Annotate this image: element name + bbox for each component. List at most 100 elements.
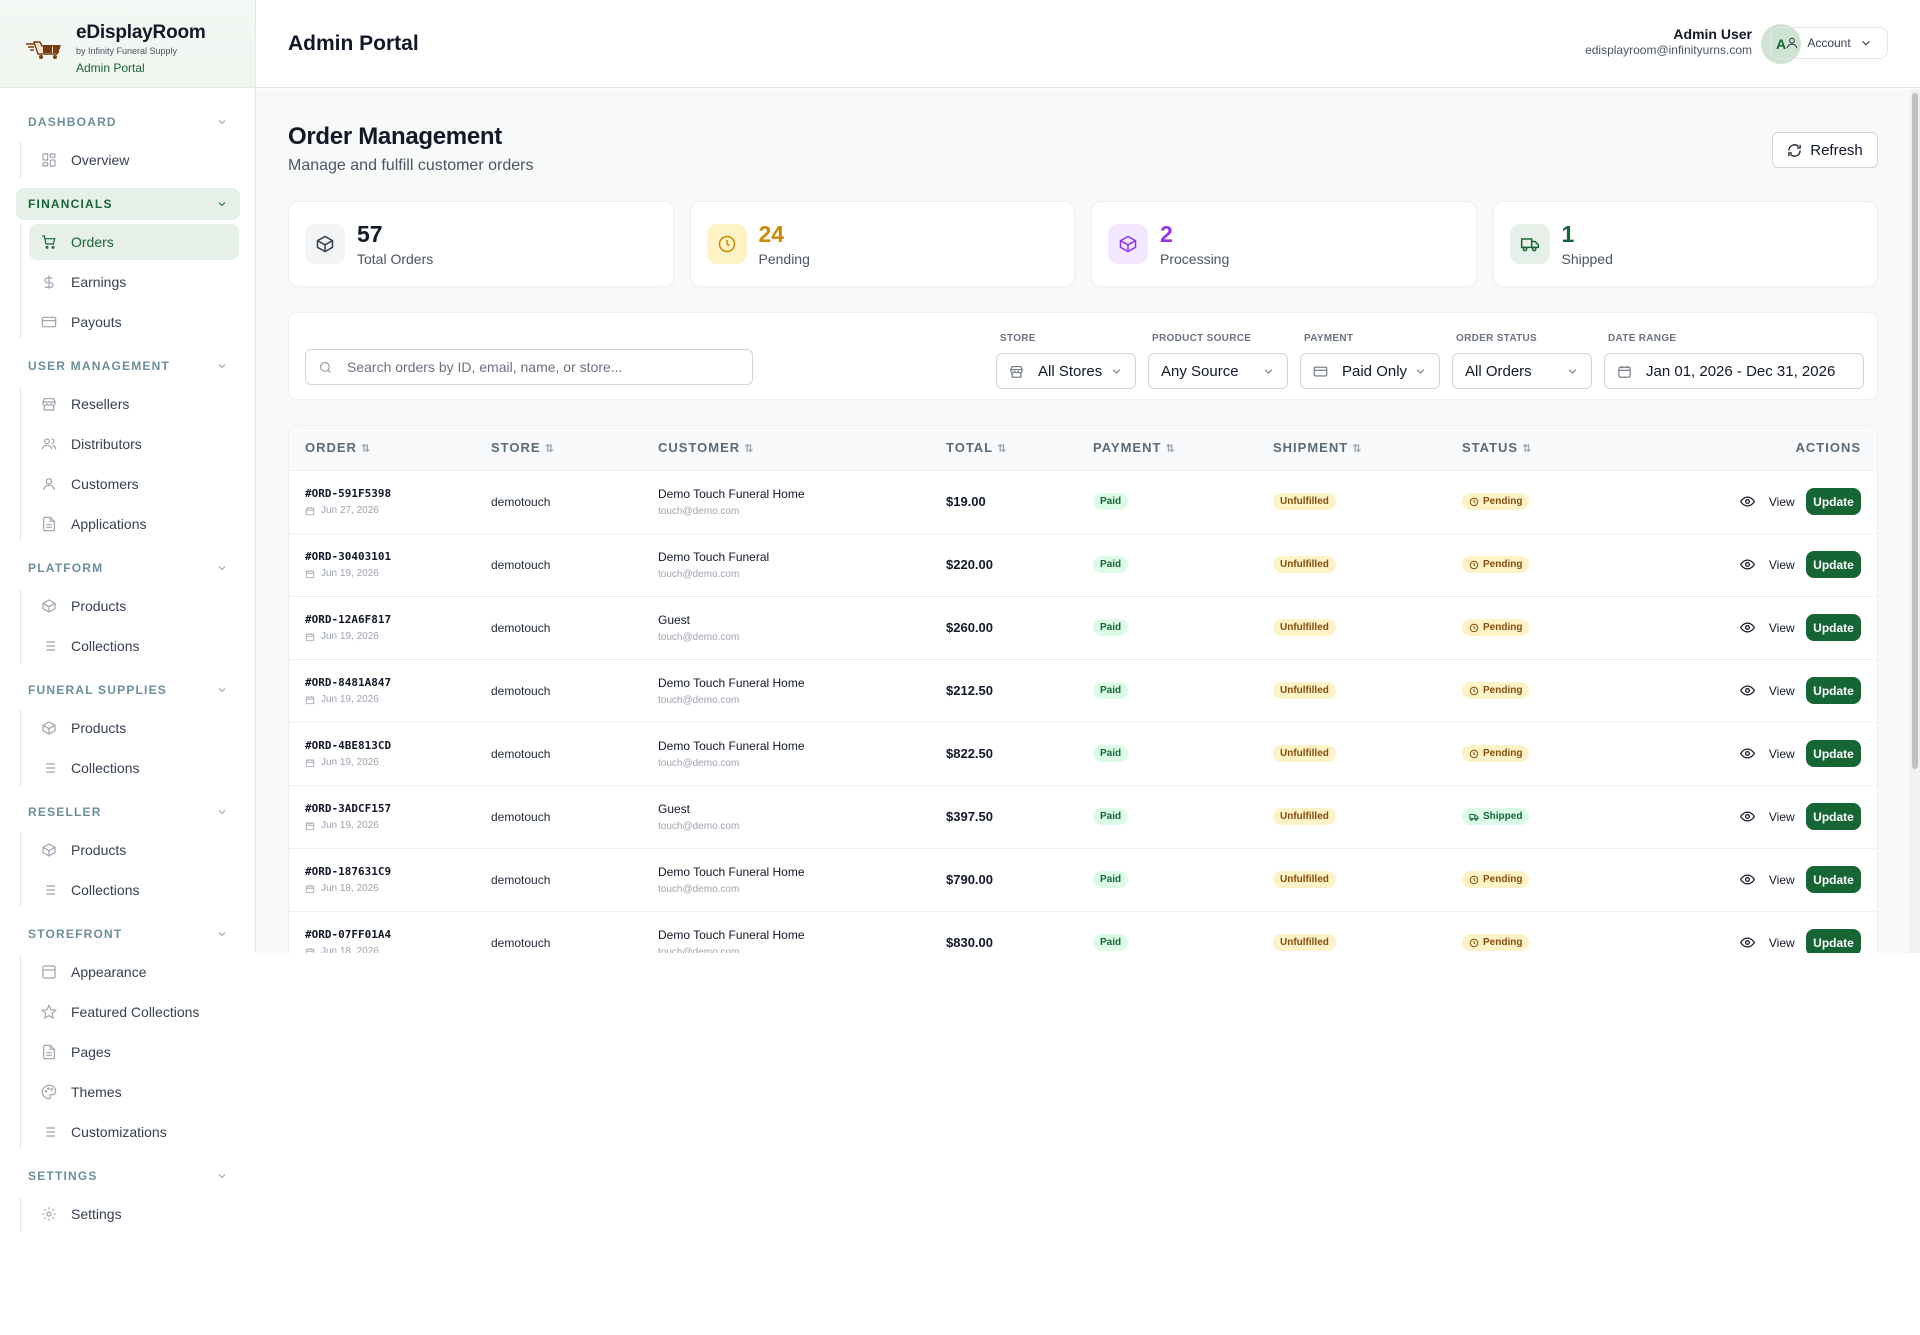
sidebar-item-platform-collections[interactable]: Collections [29, 628, 239, 664]
sidebar-item-platform-products[interactable]: Products [29, 588, 239, 624]
table-row[interactable]: #ORD-30403101 Jun 19, 2026 demotouch Dem… [289, 533, 1877, 596]
table-row[interactable]: #ORD-07FF01A4 Jun 18, 2026 demotouch Dem… [289, 911, 1877, 953]
calendar-icon [305, 569, 315, 578]
order-date: Jun 19, 2026 [305, 568, 475, 579]
brand-name: eDisplayRoom [76, 22, 206, 43]
sidebar-item-reseller-collections[interactable]: Collections [29, 872, 239, 908]
order-id[interactable]: #ORD-8481A847 [305, 676, 392, 689]
sidebar-item-appearance[interactable]: Appearance [29, 954, 239, 990]
sidebar-item-pages[interactable]: Pages [29, 1034, 239, 1070]
box-icon [42, 843, 56, 857]
shipment-cell: Unfulfilled [1257, 533, 1446, 596]
view-button[interactable]: View [1739, 683, 1795, 698]
avatar[interactable]: A [1761, 24, 1801, 64]
table-row[interactable]: #ORD-8481A847 Jun 19, 2026 demotouch Dem… [289, 659, 1877, 722]
sidebar-item-earnings[interactable]: Earnings [29, 264, 239, 300]
table-row[interactable]: #ORD-591F5398 Jun 27, 2026 demotouch Dem… [289, 470, 1877, 533]
update-button[interactable]: Update [1806, 740, 1861, 767]
view-button[interactable]: View [1739, 620, 1795, 635]
update-button[interactable]: Update [1806, 614, 1861, 641]
update-button[interactable]: Update [1806, 488, 1861, 515]
section-financials[interactable]: FINANCIALS [16, 188, 240, 220]
section-funeral-supplies[interactable]: FUNERAL SUPPLIES [16, 674, 240, 706]
col-status[interactable]: STATUS ⇅ [1446, 426, 1600, 470]
sort-icon: ⇅ [997, 443, 1007, 456]
section-dashboard[interactable]: DASHBOARD [16, 106, 240, 138]
update-button[interactable]: Update [1806, 803, 1861, 830]
sidebar-item-featured-collections[interactable]: Featured Collections [29, 994, 239, 1030]
view-button[interactable]: View [1739, 935, 1795, 950]
view-button[interactable]: View [1739, 494, 1795, 509]
update-button[interactable]: Update [1806, 866, 1861, 893]
sidebar-item-funeral-products[interactable]: Products [29, 710, 239, 746]
order-id[interactable]: #ORD-12A6F817 [305, 613, 392, 626]
col-order[interactable]: ORDER ⇅ [289, 426, 475, 470]
update-button[interactable]: Update [1806, 677, 1861, 704]
view-button[interactable]: View [1739, 809, 1795, 824]
scrollbar[interactable] [1910, 89, 1920, 953]
user-info: Admin User edisplayroom@infinityurns.com [1585, 26, 1752, 57]
table-row[interactable]: #ORD-4BE813CD Jun 19, 2026 demotouch Dem… [289, 722, 1877, 785]
source-select[interactable]: Any Source [1148, 353, 1288, 389]
update-button[interactable]: Update [1806, 551, 1861, 578]
section-platform[interactable]: PLATFORM [16, 552, 240, 584]
box-icon [42, 721, 56, 735]
view-button[interactable]: View [1739, 557, 1795, 572]
table-row[interactable]: #ORD-3ADCF157 Jun 19, 2026 demotouch Gue… [289, 785, 1877, 848]
col-total[interactable]: TOTAL ⇅ [930, 426, 1077, 470]
col-payment[interactable]: PAYMENT ⇅ [1077, 426, 1257, 470]
payment-badge: Paid [1093, 808, 1129, 825]
order-id[interactable]: #ORD-07FF01A4 [305, 928, 392, 941]
section-user-management[interactable]: USER MANAGEMENT [16, 350, 240, 382]
calendar-icon [305, 632, 315, 641]
order-cell: #ORD-187631C9 Jun 18, 2026 [289, 848, 475, 911]
sidebar-nav: DASHBOARD Overview FINANCIALS Orders Ear… [0, 88, 256, 1232]
sidebar-item-payouts[interactable]: Payouts [29, 304, 239, 340]
account-button[interactable]: Account [1770, 27, 1888, 59]
status-cell: Pending [1446, 470, 1600, 533]
sidebar-item-settings[interactable]: Settings [29, 1196, 239, 1232]
brand-portal-label: Admin Portal [76, 61, 145, 75]
eye-icon [1739, 874, 1755, 885]
view-button[interactable]: View [1739, 872, 1795, 887]
order-id[interactable]: #ORD-4BE813CD [305, 739, 392, 752]
sidebar-item-orders[interactable]: Orders [29, 224, 239, 260]
section-storefront[interactable]: STOREFRONT [16, 918, 240, 950]
update-button[interactable]: Update [1806, 929, 1861, 953]
date-range-picker[interactable]: Jan 01, 2026 - Dec 31, 2026 [1604, 353, 1864, 389]
col-store[interactable]: STORE ⇅ [475, 426, 642, 470]
section-title: PLATFORM [28, 561, 104, 575]
search-input[interactable] [347, 359, 727, 375]
scrollbar-thumb[interactable] [1912, 93, 1918, 769]
order-id[interactable]: #ORD-591F5398 [305, 487, 392, 500]
section-reseller[interactable]: RESELLER [16, 796, 240, 828]
sidebar-item-customers[interactable]: Customers [29, 466, 239, 502]
refresh-button[interactable]: Refresh [1772, 132, 1878, 168]
table-row[interactable]: #ORD-187631C9 Jun 18, 2026 demotouch Dem… [289, 848, 1877, 911]
payment-select[interactable]: Paid Only [1300, 353, 1440, 389]
col-shipment[interactable]: SHIPMENT ⇅ [1257, 426, 1446, 470]
order-id[interactable]: #ORD-30403101 [305, 550, 392, 563]
sidebar-item-distributors[interactable]: Distributors [29, 426, 239, 462]
sidebar-item-customizations[interactable]: Customizations [29, 1114, 239, 1150]
sidebar-item-funeral-collections[interactable]: Collections [29, 750, 239, 786]
sidebar-item-themes[interactable]: Themes [29, 1074, 239, 1110]
sidebar-item-applications[interactable]: Applications [29, 506, 239, 542]
view-button[interactable]: View [1739, 746, 1795, 761]
sidebar-item-label: Collections [71, 638, 140, 654]
section-settings[interactable]: SETTINGS [16, 1160, 240, 1192]
sidebar-item-resellers[interactable]: Resellers [29, 386, 239, 422]
status-select[interactable]: All Orders [1452, 353, 1592, 389]
order-date: Jun 19, 2026 [305, 631, 475, 642]
sidebar-item-reseller-products[interactable]: Products [29, 832, 239, 868]
chevron-down-icon [1264, 368, 1273, 374]
order-id[interactable]: #ORD-3ADCF157 [305, 802, 392, 815]
col-customer[interactable]: CUSTOMER ⇅ [642, 426, 930, 470]
stat-value: 1 [1561, 221, 1575, 247]
order-id[interactable]: #ORD-187631C9 [305, 865, 392, 878]
sidebar-item-overview[interactable]: Overview [29, 142, 239, 178]
store-select[interactable]: All Stores [996, 353, 1136, 389]
shipment-badge: Unfulfilled [1273, 745, 1336, 762]
table-row[interactable]: #ORD-12A6F817 Jun 19, 2026 demotouch Gue… [289, 596, 1877, 659]
orders-table: ORDER ⇅ STORE ⇅ CUSTOMER ⇅ TOTAL ⇅ PAYMENT ⇅ … [289, 426, 1877, 953]
